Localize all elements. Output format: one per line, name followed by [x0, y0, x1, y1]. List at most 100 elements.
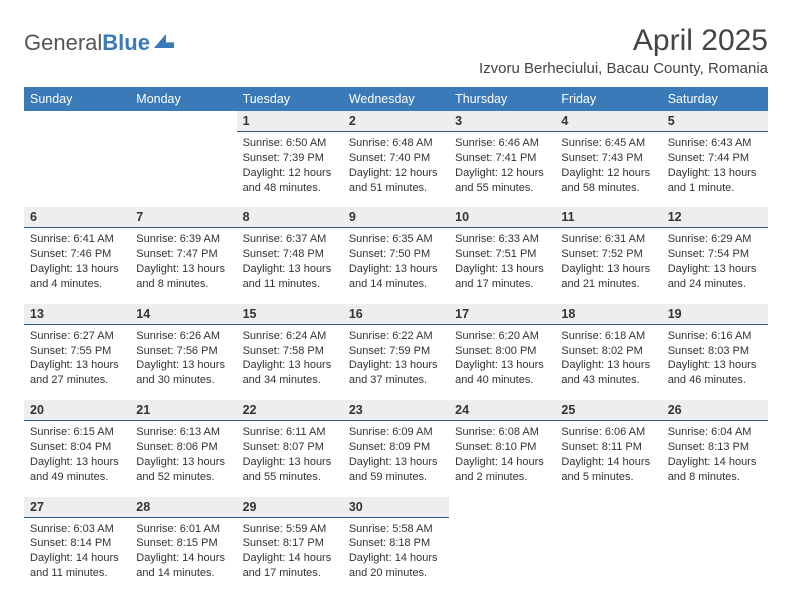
calendar-header-row: SundayMondayTuesdayWednesdayThursdayFrid… — [24, 87, 768, 111]
daylight-text: Daylight: 13 hours and 8 minutes. — [136, 262, 230, 292]
sunset-text: Sunset: 8:04 PM — [30, 440, 124, 455]
title-block: April 2025 Izvoru Berheciului, Bacau Cou… — [479, 24, 768, 77]
weekday-header: Monday — [130, 87, 236, 111]
day-number-cell: 25 — [555, 400, 661, 421]
sunrise-text: Sunrise: 6:50 AM — [243, 136, 337, 151]
day-content-cell: Sunrise: 6:16 AMSunset: 8:03 PMDaylight:… — [662, 324, 768, 400]
day-number-cell: 12 — [662, 207, 768, 228]
sunrise-text: Sunrise: 6:35 AM — [349, 232, 443, 247]
brand-triangle-icon — [154, 34, 174, 48]
day-content-cell: Sunrise: 6:26 AMSunset: 7:56 PMDaylight:… — [130, 324, 236, 400]
daylight-text: Daylight: 13 hours and 27 minutes. — [30, 358, 124, 388]
day-number-cell: 17 — [449, 304, 555, 325]
day-number-cell: 15 — [237, 304, 343, 325]
day-number-cell: 20 — [24, 400, 130, 421]
day-content-row: Sunrise: 6:41 AMSunset: 7:46 PMDaylight:… — [24, 228, 768, 304]
sunrise-text: Sunrise: 6:15 AM — [30, 425, 124, 440]
day-number-cell: 14 — [130, 304, 236, 325]
sunrise-text: Sunrise: 6:01 AM — [136, 522, 230, 537]
sunset-text: Sunset: 8:09 PM — [349, 440, 443, 455]
day-number-cell: 11 — [555, 207, 661, 228]
daylight-text: Daylight: 13 hours and 11 minutes. — [243, 262, 337, 292]
weekday-header: Tuesday — [237, 87, 343, 111]
daylight-text: Daylight: 13 hours and 37 minutes. — [349, 358, 443, 388]
daylight-text: Daylight: 13 hours and 21 minutes. — [561, 262, 655, 292]
daylight-text: Daylight: 13 hours and 40 minutes. — [455, 358, 549, 388]
day-content-cell: Sunrise: 6:06 AMSunset: 8:11 PMDaylight:… — [555, 421, 661, 497]
day-number-row: 13141516171819 — [24, 304, 768, 325]
sunrise-text: Sunrise: 6:37 AM — [243, 232, 337, 247]
day-content-cell: Sunrise: 6:08 AMSunset: 8:10 PMDaylight:… — [449, 421, 555, 497]
sunrise-text: Sunrise: 6:41 AM — [30, 232, 124, 247]
day-number-cell: 30 — [343, 497, 449, 518]
day-content-cell: Sunrise: 6:09 AMSunset: 8:09 PMDaylight:… — [343, 421, 449, 497]
day-content-cell: Sunrise: 6:22 AMSunset: 7:59 PMDaylight:… — [343, 324, 449, 400]
location-subtitle: Izvoru Berheciului, Bacau County, Romani… — [479, 60, 768, 77]
day-number-cell — [555, 497, 661, 518]
daylight-text: Daylight: 13 hours and 49 minutes. — [30, 455, 124, 485]
sunrise-text: Sunrise: 6:20 AM — [455, 329, 549, 344]
sunset-text: Sunset: 7:56 PM — [136, 344, 230, 359]
daylight-text: Daylight: 14 hours and 20 minutes. — [349, 551, 443, 581]
daylight-text: Daylight: 12 hours and 48 minutes. — [243, 166, 337, 196]
sunset-text: Sunset: 8:18 PM — [349, 536, 443, 551]
sunset-text: Sunset: 8:14 PM — [30, 536, 124, 551]
day-number-cell: 7 — [130, 207, 236, 228]
day-content-cell: Sunrise: 6:33 AMSunset: 7:51 PMDaylight:… — [449, 228, 555, 304]
day-number-cell: 4 — [555, 111, 661, 132]
header: GeneralBlue April 2025 Izvoru Berheciulu… — [24, 24, 768, 77]
sunset-text: Sunset: 7:54 PM — [668, 247, 762, 262]
day-number-cell: 5 — [662, 111, 768, 132]
day-number-cell: 16 — [343, 304, 449, 325]
sunrise-text: Sunrise: 6:26 AM — [136, 329, 230, 344]
sunset-text: Sunset: 7:40 PM — [349, 151, 443, 166]
day-number-cell — [449, 497, 555, 518]
day-content-cell: Sunrise: 6:41 AMSunset: 7:46 PMDaylight:… — [24, 228, 130, 304]
day-number-cell — [130, 111, 236, 132]
day-content-cell: Sunrise: 6:04 AMSunset: 8:13 PMDaylight:… — [662, 421, 768, 497]
day-content-cell — [130, 132, 236, 208]
day-content-cell — [449, 517, 555, 593]
day-number-cell: 10 — [449, 207, 555, 228]
daylight-text: Daylight: 13 hours and 43 minutes. — [561, 358, 655, 388]
day-number-cell: 24 — [449, 400, 555, 421]
daylight-text: Daylight: 13 hours and 34 minutes. — [243, 358, 337, 388]
day-number-row: 27282930 — [24, 497, 768, 518]
day-content-row: Sunrise: 6:27 AMSunset: 7:55 PMDaylight:… — [24, 324, 768, 400]
daylight-text: Daylight: 13 hours and 30 minutes. — [136, 358, 230, 388]
sunrise-text: Sunrise: 6:29 AM — [668, 232, 762, 247]
daylight-text: Daylight: 13 hours and 4 minutes. — [30, 262, 124, 292]
daylight-text: Daylight: 14 hours and 2 minutes. — [455, 455, 549, 485]
day-content-cell: Sunrise: 6:48 AMSunset: 7:40 PMDaylight:… — [343, 132, 449, 208]
day-number-cell: 29 — [237, 497, 343, 518]
daylight-text: Daylight: 14 hours and 14 minutes. — [136, 551, 230, 581]
day-content-cell: Sunrise: 6:43 AMSunset: 7:44 PMDaylight:… — [662, 132, 768, 208]
daylight-text: Daylight: 14 hours and 11 minutes. — [30, 551, 124, 581]
day-number-cell: 28 — [130, 497, 236, 518]
sunrise-text: Sunrise: 6:18 AM — [561, 329, 655, 344]
sunrise-text: Sunrise: 6:16 AM — [668, 329, 762, 344]
day-content-cell: Sunrise: 6:13 AMSunset: 8:06 PMDaylight:… — [130, 421, 236, 497]
day-content-cell: Sunrise: 6:11 AMSunset: 8:07 PMDaylight:… — [237, 421, 343, 497]
day-content-cell — [662, 517, 768, 593]
sunrise-text: Sunrise: 6:46 AM — [455, 136, 549, 151]
day-content-cell: Sunrise: 6:50 AMSunset: 7:39 PMDaylight:… — [237, 132, 343, 208]
day-number-row: 6789101112 — [24, 207, 768, 228]
weekday-header: Saturday — [662, 87, 768, 111]
sunrise-text: Sunrise: 6:11 AM — [243, 425, 337, 440]
day-number-cell — [662, 497, 768, 518]
day-number-cell: 8 — [237, 207, 343, 228]
sunrise-text: Sunrise: 6:04 AM — [668, 425, 762, 440]
brand-name-b: Blue — [102, 30, 150, 55]
brand-name-a: General — [24, 30, 102, 55]
daylight-text: Daylight: 13 hours and 1 minute. — [668, 166, 762, 196]
day-content-cell: Sunrise: 5:58 AMSunset: 8:18 PMDaylight:… — [343, 517, 449, 593]
day-content-cell: Sunrise: 6:24 AMSunset: 7:58 PMDaylight:… — [237, 324, 343, 400]
day-content-cell — [24, 132, 130, 208]
sunset-text: Sunset: 7:41 PM — [455, 151, 549, 166]
sunrise-text: Sunrise: 6:09 AM — [349, 425, 443, 440]
month-title: April 2025 — [479, 24, 768, 58]
daylight-text: Daylight: 14 hours and 5 minutes. — [561, 455, 655, 485]
sunrise-text: Sunrise: 6:33 AM — [455, 232, 549, 247]
day-number-cell: 26 — [662, 400, 768, 421]
